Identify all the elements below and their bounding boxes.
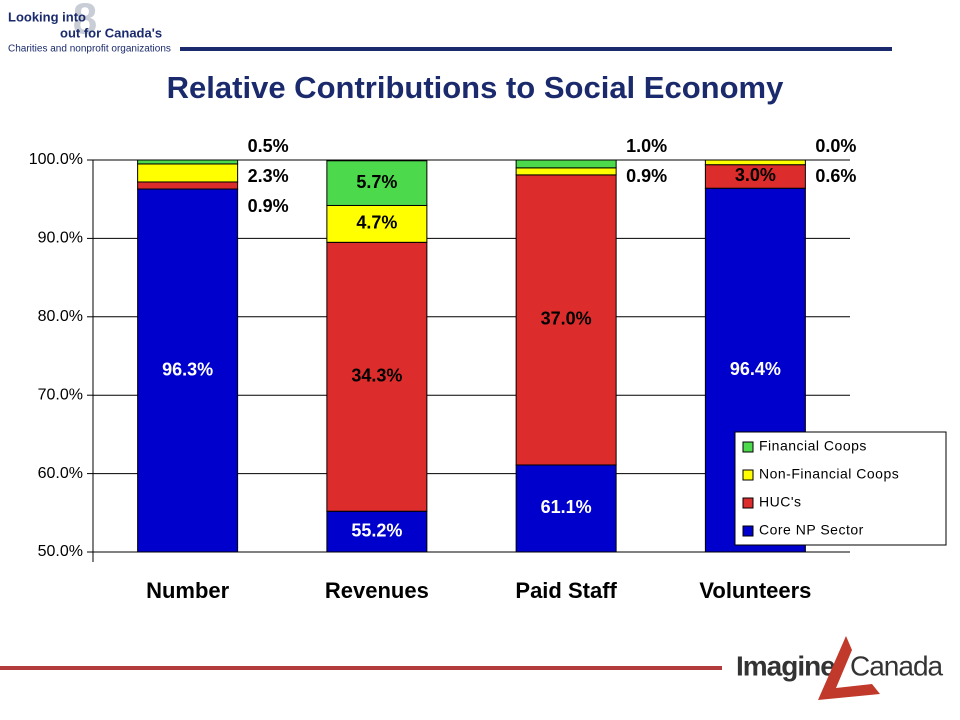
logo-line: out for Canada's [60,25,162,40]
y-tick-label: 100.0% [29,151,83,168]
x-tick-label: Revenues [325,578,429,603]
legend-swatch [742,441,754,453]
data-label: 96.3% [162,359,213,379]
plot: 50.0% 60.0% 70.0% 80.0% 90.0% 100.0% Number 96.… [29,136,947,603]
bar-segment [137,188,239,553]
bar-segment [515,159,617,169]
bar-segment [515,464,617,553]
bar-segment [515,174,617,466]
bar-segment [326,510,428,553]
legend-label: Non-Financial Coops [759,466,899,482]
data-label: 0.5% [248,136,289,156]
y-tick-label: 50.0% [38,543,83,560]
bar-segment [326,204,428,243]
data-label: 4.7% [356,213,397,233]
legend-swatch [742,469,754,481]
bar-segment [137,159,239,165]
logo-word: Canada [850,650,944,681]
legend-label: Core NP Sector [759,522,864,538]
logo-word: Imagine [736,650,835,681]
data-label: 0.9% [626,166,667,186]
data-label: 2.3% [248,166,289,186]
logo-line: Looking into [8,9,86,24]
data-label: 1.0% [626,136,667,156]
bar-segment [515,167,617,176]
data-label: 34.3% [351,366,402,386]
chart-title: Relative Contributions to Social Economy [167,70,784,105]
legend-label: Financial Coops [759,438,867,454]
data-label: 0.6% [815,166,856,186]
data-label: 3.0% [735,165,776,185]
logo-slash [818,636,880,700]
y-tick-label: 60.0% [38,465,83,482]
y-tick-label: 90.0% [38,230,83,247]
legend: Financial Coops Non-Financial Coops HUC's C… [734,431,947,546]
data-label: 0.9% [248,196,289,216]
bar-segment [137,163,239,183]
logo-eight: 8 [73,0,97,44]
x-tick-label: Volunteers [699,578,811,603]
legend-swatch [742,497,754,509]
top-logo: 8 Looking into out for Canada's Charitie… [8,0,171,55]
data-label: 37.0% [541,309,592,329]
legend-box [734,431,947,546]
y-tick-label: 70.0% [38,386,83,403]
data-label: 61.1% [541,497,592,517]
legend-swatch [742,525,754,537]
data-label: 0.0% [815,136,856,156]
legend-label: HUC's [759,494,802,510]
bottom-logo: Imagine Canada [736,636,945,700]
data-label: 5.7% [356,172,397,192]
bar-segment [704,159,806,166]
logo-line: Charities and nonprofit organizations [8,44,171,55]
bar-segment [326,241,428,512]
x-tick-label: Number [146,578,230,603]
data-label: 55.2% [351,520,402,540]
bar-segment [326,160,428,206]
data-label: 96.4% [730,359,781,379]
bar-segment [137,181,239,190]
x-tick-label: Paid Staff [515,578,617,603]
y-tick-label: 80.0% [38,308,83,325]
